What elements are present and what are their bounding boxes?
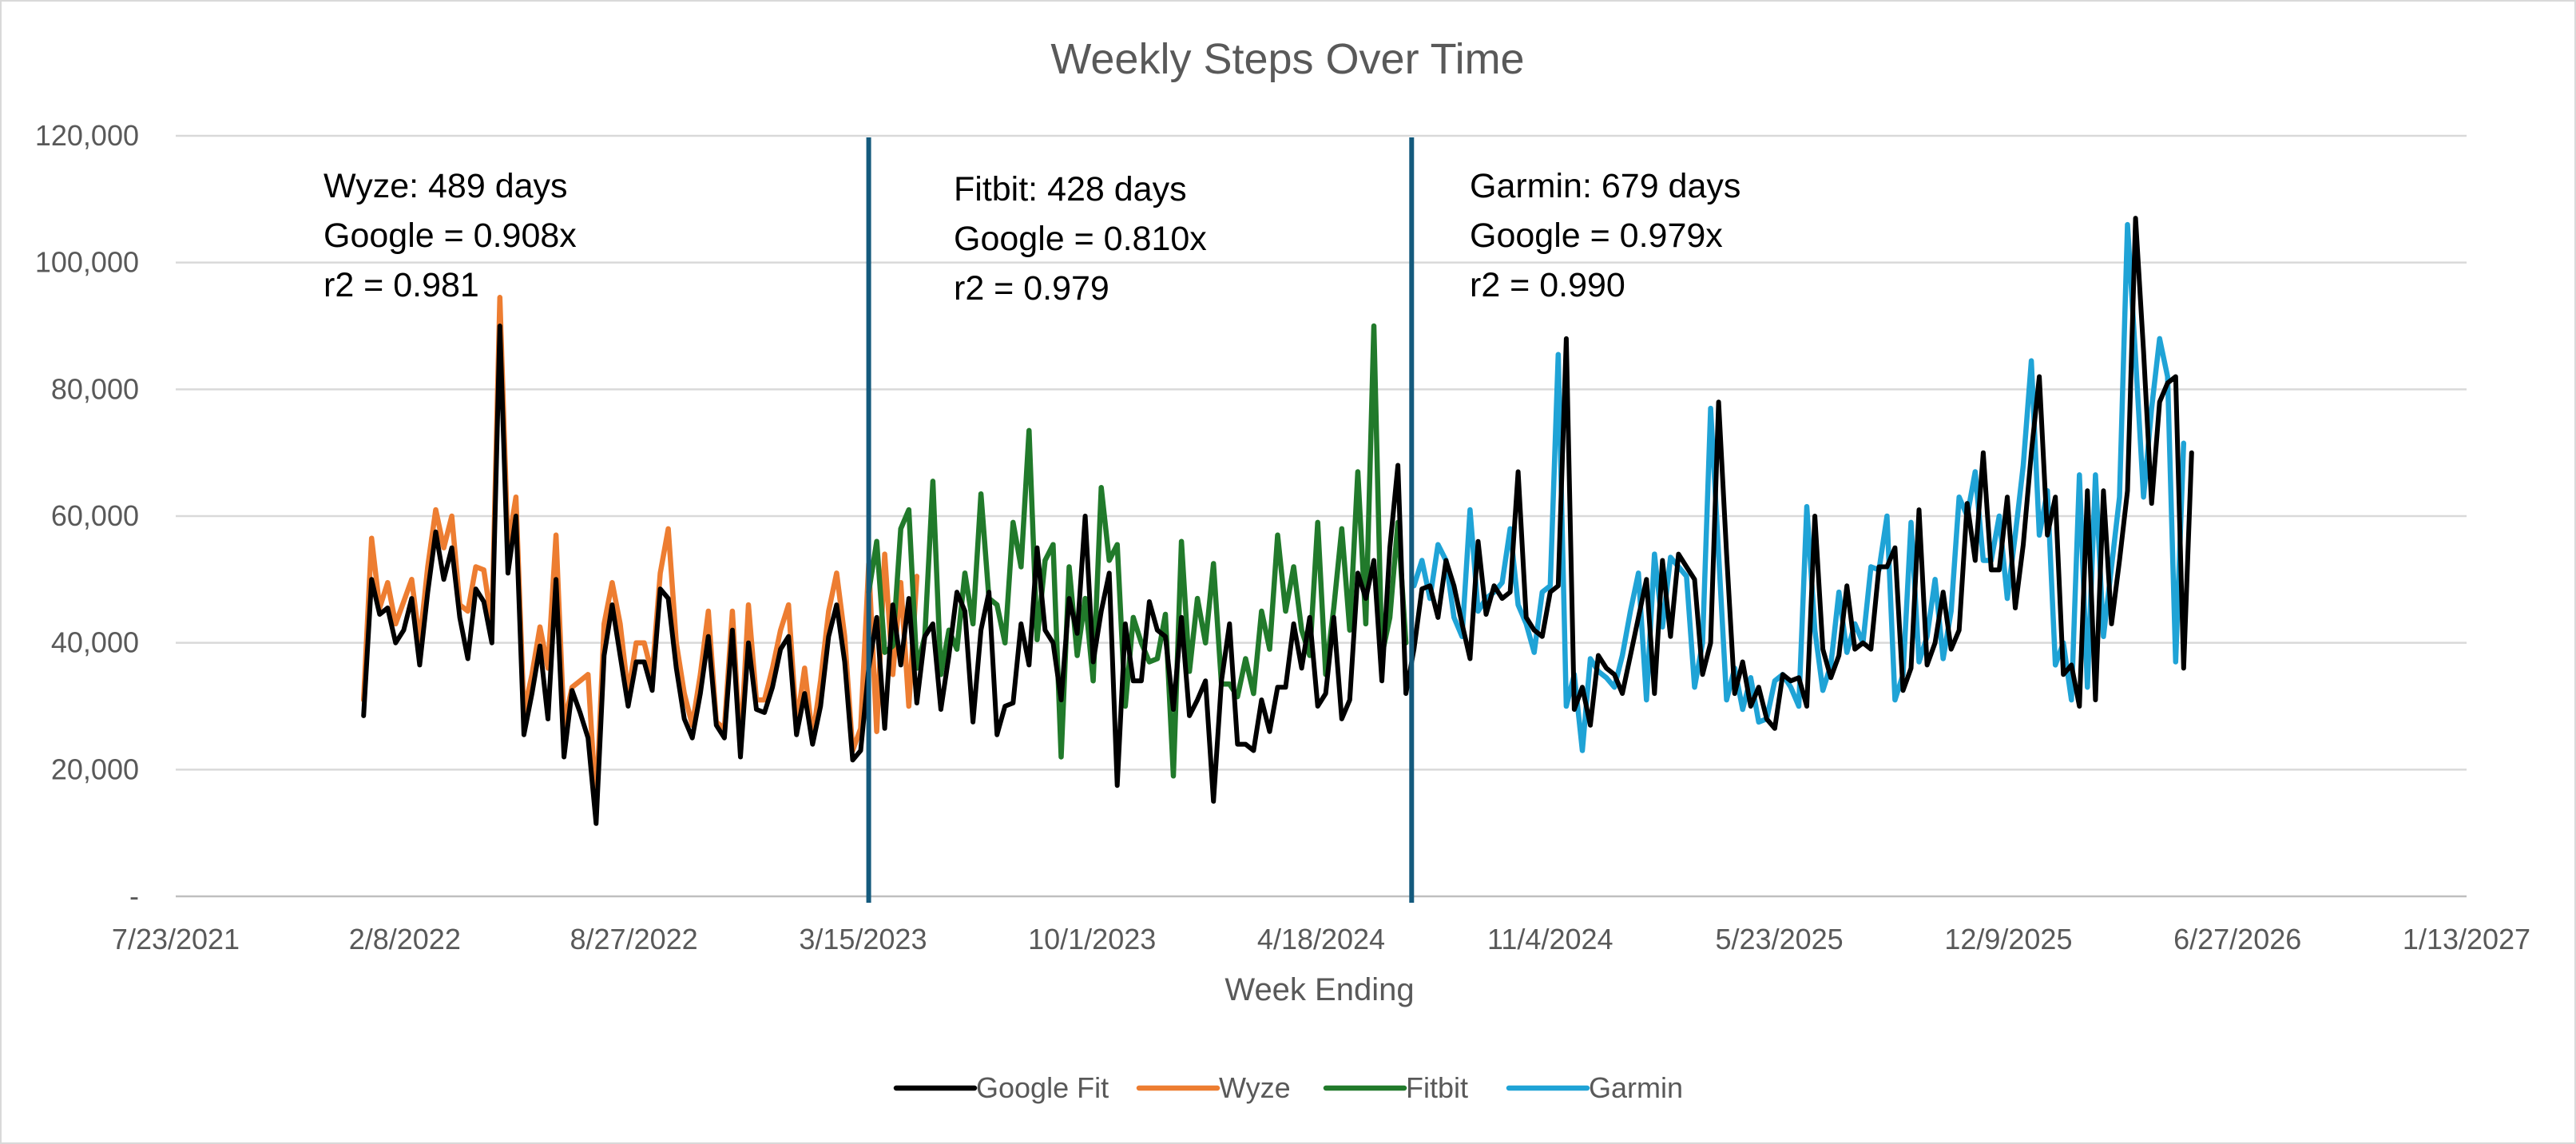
annotations: Wyze: 489 days Google = 0.908x r2 = 0.981 F… bbox=[323, 167, 1740, 308]
x-tick-label: 3/15/2023 bbox=[799, 923, 927, 955]
annotation-line: Garmin: 679 days bbox=[1470, 167, 1740, 205]
x-axis-ticks: 7/23/2021 2/8/2022 8/27/2022 3/15/2023 10/1/… bbox=[112, 923, 2530, 955]
x-tick-label: 6/27/2026 bbox=[2173, 923, 2301, 955]
legend-label: Fitbit bbox=[1406, 1071, 1468, 1104]
x-tick-label: 7/23/2021 bbox=[112, 923, 240, 955]
x-tick-label: 11/4/2024 bbox=[1487, 923, 1613, 955]
y-tick-label: 120,000 bbox=[35, 119, 139, 152]
x-tick-label: 12/9/2025 bbox=[1944, 923, 2072, 955]
annotation-line: r2 = 0.979 bbox=[954, 269, 1109, 308]
annotation-line: r2 = 0.990 bbox=[1470, 266, 1625, 304]
legend-label: Google Fit bbox=[976, 1071, 1109, 1104]
x-tick-label: 4/18/2024 bbox=[1257, 923, 1385, 955]
x-tick-label: 8/27/2022 bbox=[570, 923, 698, 955]
x-tick-label: 1/13/2027 bbox=[2403, 923, 2530, 955]
x-tick-label: 5/23/2025 bbox=[1716, 923, 1844, 955]
x-tick-label: 10/1/2023 bbox=[1028, 923, 1156, 955]
y-tick-label: - bbox=[129, 880, 139, 912]
series-line-wyze bbox=[360, 295, 920, 811]
y-tick-label: 60,000 bbox=[51, 499, 139, 532]
gridlines bbox=[176, 134, 2467, 898]
annotation-line: Google = 0.908x bbox=[323, 216, 577, 255]
segment-dividers bbox=[866, 137, 1415, 903]
y-tick-label: 20,000 bbox=[51, 753, 139, 785]
series-line-garmin bbox=[1411, 221, 2187, 753]
annotation-line: Google = 0.810x bbox=[954, 220, 1207, 258]
annotation-line: Wyze: 489 days bbox=[323, 167, 568, 205]
annotation-line: Fitbit: 428 days bbox=[954, 170, 1187, 209]
series-line-google-fit bbox=[361, 216, 2194, 826]
legend: Google Fit Wyze Fitbit Garmin bbox=[893, 1071, 1683, 1104]
y-tick-label: 100,000 bbox=[35, 246, 139, 279]
x-axis-title: Week Ending bbox=[1224, 972, 1414, 1007]
y-tick-label: 80,000 bbox=[51, 372, 139, 405]
legend-label: Wyze bbox=[1219, 1071, 1291, 1104]
chart-title: Weekly Steps Over Time bbox=[1050, 35, 1524, 83]
x-tick-label: 2/8/2022 bbox=[349, 923, 461, 955]
annotation-line: Google = 0.979x bbox=[1470, 216, 1723, 255]
y-axis-ticks: - 20,000 40,000 60,000 80,000 100,000 120,000 bbox=[35, 119, 139, 912]
legend-label: Garmin bbox=[1589, 1071, 1683, 1104]
y-tick-label: 40,000 bbox=[51, 626, 139, 659]
series-line-fitbit bbox=[866, 323, 1409, 779]
series-layer bbox=[360, 216, 2194, 826]
annotation-line: r2 = 0.981 bbox=[323, 266, 479, 304]
